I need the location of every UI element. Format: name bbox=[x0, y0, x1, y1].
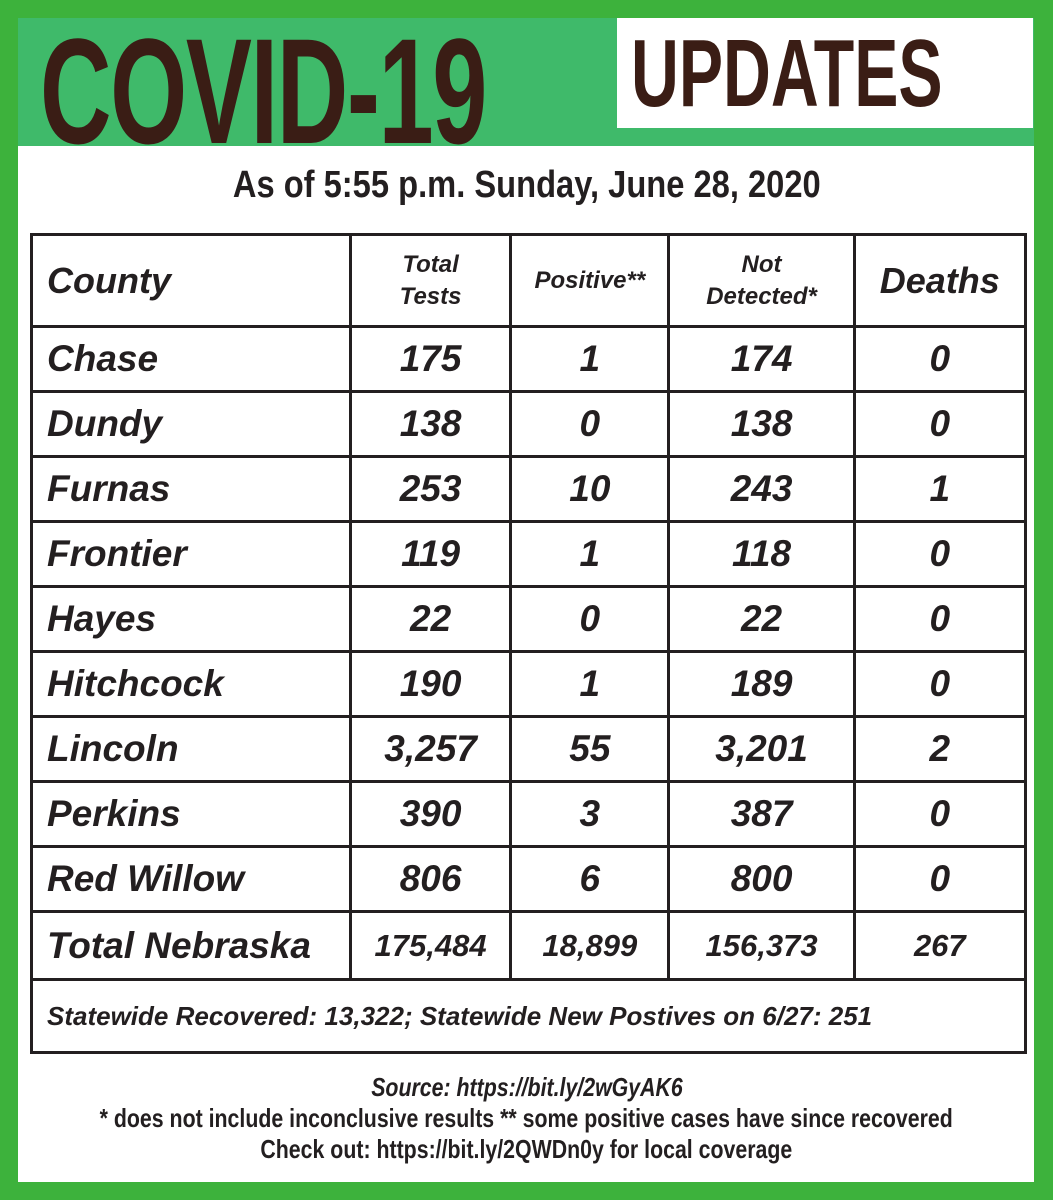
positive-cell: 0 bbox=[509, 585, 671, 653]
checkout-note: Check out: https://bit.ly/2QWDn0y for lo… bbox=[260, 1134, 793, 1164]
positive-cell: 1 bbox=[509, 520, 671, 588]
deaths-cell: 1 bbox=[852, 455, 1028, 523]
col-deaths: Deaths bbox=[852, 233, 1028, 328]
subtitle: As of 5:55 p.m. Sunday, June 28, 2020 bbox=[232, 164, 821, 206]
total-tests-cell: 175,484 bbox=[348, 910, 513, 981]
not-detected-cell: 118 bbox=[667, 520, 856, 588]
total-tests-cell: 190 bbox=[348, 650, 513, 718]
covid-table: County Total Tests Positive** Not Detect… bbox=[30, 233, 1028, 1054]
total-tests-cell: 390 bbox=[348, 780, 513, 848]
county-cell: Perkins bbox=[30, 780, 352, 848]
table-row: Furnas 253 10 243 1 bbox=[30, 455, 1028, 523]
not-detected-cell: 156,373 bbox=[667, 910, 856, 981]
deaths-cell: 0 bbox=[852, 780, 1028, 848]
footnotes: * does not include inconclusive results … bbox=[99, 1103, 954, 1133]
table-row: Perkins 390 3 387 0 bbox=[30, 780, 1028, 848]
updates-badge: UPDATES bbox=[617, 18, 1033, 128]
notes: Source: https://bit.ly/2wGyAK6 * does no… bbox=[0, 1072, 1053, 1165]
total-tests-cell: 806 bbox=[348, 845, 513, 913]
not-detected-cell: 3,201 bbox=[667, 715, 856, 783]
deaths-cell: 0 bbox=[852, 390, 1028, 458]
deaths-cell: 0 bbox=[852, 520, 1028, 588]
county-cell: Dundy bbox=[30, 390, 352, 458]
not-detected-cell: 387 bbox=[667, 780, 856, 848]
table-row: Chase 175 1 174 0 bbox=[30, 325, 1028, 393]
deaths-cell: 0 bbox=[852, 650, 1028, 718]
not-detected-cell: 22 bbox=[667, 585, 856, 653]
table-row: Hitchcock 190 1 189 0 bbox=[30, 650, 1028, 718]
not-detected-cell: 800 bbox=[667, 845, 856, 913]
county-cell: Chase bbox=[30, 325, 352, 393]
col-county: County bbox=[30, 233, 352, 328]
col-total-tests: Total Tests bbox=[348, 233, 513, 328]
not-detected-cell: 174 bbox=[667, 325, 856, 393]
source-note: Source: https://bit.ly/2wGyAK6 bbox=[370, 1072, 683, 1102]
positive-cell: 0 bbox=[509, 390, 671, 458]
col-positive: Positive** bbox=[509, 233, 671, 328]
positive-cell: 10 bbox=[509, 455, 671, 523]
summary-row: Statewide Recovered: 13,322; Statewide N… bbox=[30, 978, 1027, 1054]
not-detected-cell: 138 bbox=[667, 390, 856, 458]
not-detected-cell: 189 bbox=[667, 650, 856, 718]
deaths-cell: 267 bbox=[852, 910, 1028, 981]
table-row: Red Willow 806 6 800 0 bbox=[30, 845, 1028, 913]
county-cell: Red Willow bbox=[30, 845, 352, 913]
county-cell: Frontier bbox=[30, 520, 352, 588]
positive-cell: 1 bbox=[509, 325, 671, 393]
positive-cell: 6 bbox=[509, 845, 671, 913]
col-not-detected: Not Detected* bbox=[667, 233, 856, 328]
table-header: County Total Tests Positive** Not Detect… bbox=[30, 233, 1028, 328]
positive-cell: 1 bbox=[509, 650, 671, 718]
total-tests-cell: 22 bbox=[348, 585, 513, 653]
deaths-cell: 2 bbox=[852, 715, 1028, 783]
table-row: Lincoln 3,257 55 3,201 2 bbox=[30, 715, 1028, 783]
county-cell: Lincoln bbox=[30, 715, 352, 783]
total-tests-cell: 138 bbox=[348, 390, 513, 458]
deaths-cell: 0 bbox=[852, 325, 1028, 393]
positive-cell: 55 bbox=[509, 715, 671, 783]
county-cell: Hayes bbox=[30, 585, 352, 653]
table-row: Frontier 119 1 118 0 bbox=[30, 520, 1028, 588]
positive-cell: 18,899 bbox=[509, 910, 671, 981]
county-cell: Total Nebraska bbox=[30, 910, 352, 981]
not-detected-cell: 243 bbox=[667, 455, 856, 523]
county-cell: Furnas bbox=[30, 455, 352, 523]
deaths-cell: 0 bbox=[852, 845, 1028, 913]
title: COVID-19 bbox=[40, 7, 487, 175]
updates-label: UPDATES bbox=[631, 20, 943, 127]
total-row: Total Nebraska 175,484 18,899 156,373 267 bbox=[30, 910, 1028, 981]
total-tests-cell: 119 bbox=[348, 520, 513, 588]
positive-cell: 3 bbox=[509, 780, 671, 848]
table-row: Dundy 138 0 138 0 bbox=[30, 390, 1028, 458]
table-row: Hayes 22 0 22 0 bbox=[30, 585, 1028, 653]
deaths-cell: 0 bbox=[852, 585, 1028, 653]
total-tests-cell: 253 bbox=[348, 455, 513, 523]
total-tests-cell: 175 bbox=[348, 325, 513, 393]
statewide-summary: Statewide Recovered: 13,322; Statewide N… bbox=[30, 978, 1027, 1054]
county-cell: Hitchcock bbox=[30, 650, 352, 718]
total-tests-cell: 3,257 bbox=[348, 715, 513, 783]
